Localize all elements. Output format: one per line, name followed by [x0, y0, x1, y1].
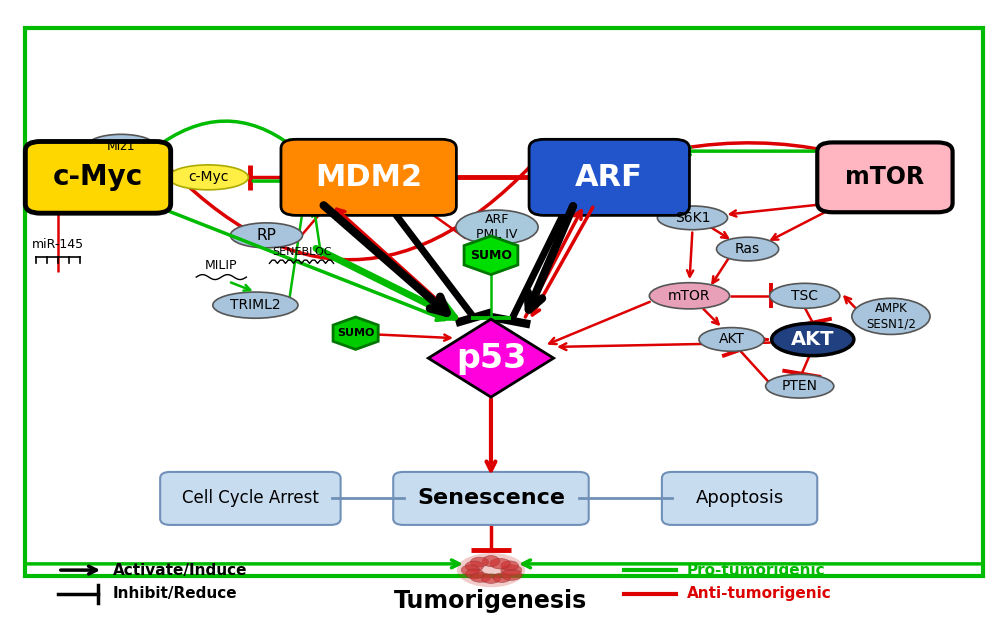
- Text: Cell Cycle Arrest: Cell Cycle Arrest: [182, 489, 319, 508]
- Ellipse shape: [466, 569, 484, 579]
- Text: p53: p53: [456, 342, 526, 375]
- Ellipse shape: [483, 555, 500, 567]
- Text: Apoptosis: Apoptosis: [696, 489, 783, 508]
- Ellipse shape: [852, 298, 930, 335]
- Text: miR-145: miR-145: [32, 238, 84, 251]
- Text: MILIP: MILIP: [205, 259, 238, 272]
- Text: MDM2: MDM2: [316, 163, 422, 192]
- Ellipse shape: [213, 292, 298, 318]
- Text: SUMO: SUMO: [470, 249, 512, 262]
- Text: PTEN: PTEN: [782, 379, 817, 393]
- Ellipse shape: [501, 565, 522, 576]
- Text: SUMO: SUMO: [337, 328, 374, 338]
- Text: ARF
PML IV: ARF PML IV: [477, 213, 518, 241]
- Ellipse shape: [481, 574, 501, 583]
- Ellipse shape: [490, 559, 510, 569]
- Ellipse shape: [772, 323, 854, 355]
- Text: Senescence: Senescence: [417, 488, 564, 508]
- Text: TRIML2: TRIML2: [230, 298, 280, 312]
- Ellipse shape: [501, 561, 518, 571]
- Ellipse shape: [457, 553, 525, 587]
- Text: AKT: AKT: [791, 330, 835, 349]
- FancyBboxPatch shape: [529, 139, 689, 215]
- FancyBboxPatch shape: [25, 142, 170, 213]
- Text: Pro-tumorigenic: Pro-tumorigenic: [686, 562, 826, 577]
- Ellipse shape: [231, 223, 302, 248]
- Ellipse shape: [717, 237, 778, 261]
- FancyBboxPatch shape: [662, 472, 817, 525]
- Ellipse shape: [770, 283, 840, 308]
- Ellipse shape: [493, 573, 511, 582]
- Polygon shape: [464, 236, 518, 275]
- Ellipse shape: [649, 282, 730, 309]
- Text: Inhibit/Reduce: Inhibit/Reduce: [113, 586, 238, 601]
- Text: RP: RP: [256, 228, 276, 243]
- Ellipse shape: [466, 561, 484, 571]
- Text: Miz1: Miz1: [107, 140, 135, 153]
- Bar: [25, 28, 983, 576]
- Ellipse shape: [471, 572, 491, 582]
- Text: ARF: ARF: [576, 163, 643, 192]
- Ellipse shape: [168, 165, 248, 190]
- Text: c-Myc: c-Myc: [188, 170, 229, 184]
- Text: SENEBLOC: SENEBLOC: [272, 247, 332, 257]
- Text: TSC: TSC: [791, 289, 818, 303]
- Text: Anti-tumorigenic: Anti-tumorigenic: [686, 586, 832, 601]
- Text: Tumorigenesis: Tumorigenesis: [394, 589, 588, 613]
- Text: Activate/Induce: Activate/Induce: [113, 562, 248, 577]
- Ellipse shape: [766, 374, 834, 398]
- Ellipse shape: [87, 135, 155, 158]
- Text: c-Myc: c-Myc: [52, 164, 143, 191]
- Text: AMPK
SESN1/2: AMPK SESN1/2: [866, 303, 916, 330]
- Ellipse shape: [657, 206, 728, 230]
- FancyBboxPatch shape: [817, 142, 953, 212]
- Ellipse shape: [462, 565, 480, 576]
- Ellipse shape: [501, 569, 522, 581]
- Polygon shape: [333, 317, 378, 350]
- Text: mTOR: mTOR: [846, 165, 924, 189]
- Ellipse shape: [456, 210, 538, 244]
- Text: Ras: Ras: [735, 242, 760, 256]
- FancyBboxPatch shape: [160, 472, 341, 525]
- Text: mTOR: mTOR: [668, 289, 711, 303]
- FancyBboxPatch shape: [281, 139, 457, 215]
- Ellipse shape: [699, 328, 764, 351]
- Text: S6K1: S6K1: [674, 211, 711, 225]
- Polygon shape: [428, 319, 553, 397]
- FancyBboxPatch shape: [393, 472, 589, 525]
- Ellipse shape: [471, 557, 489, 567]
- Text: AKT: AKT: [719, 333, 745, 347]
